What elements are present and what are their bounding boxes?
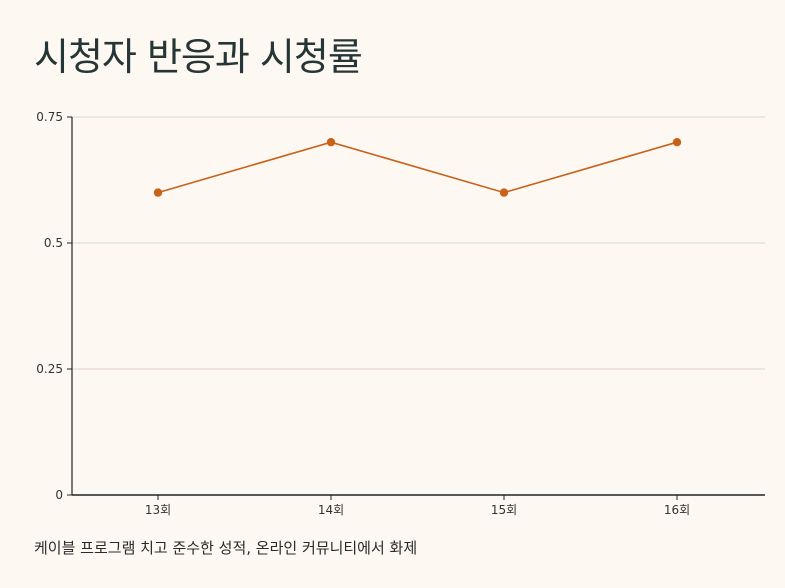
data-point[interactable] (153, 188, 163, 197)
y-tick-label: 0 (55, 488, 63, 502)
chart-title: 시청자 반응과 시청률 (34, 35, 363, 79)
data-point[interactable] (326, 138, 336, 147)
chart-caption: 케이블 프로그램 치고 준수한 성적, 온라인 커뮤니티에서 화제 (34, 539, 418, 557)
y-tick-label: 0.5 (44, 236, 63, 250)
x-tick-label: 13회 (145, 503, 171, 517)
x-tick-label: 16회 (664, 503, 690, 517)
y-tick-label: 0.75 (36, 110, 63, 124)
data-point[interactable] (672, 138, 682, 147)
series-group (153, 138, 682, 197)
y-axis: 0 0.25 0.5 0.75 (36, 110, 73, 502)
x-tick-label: 14회 (318, 503, 344, 517)
data-point[interactable] (499, 188, 509, 197)
series-line (157, 141, 678, 194)
x-tick-label: 15회 (491, 503, 517, 517)
x-axis: 13회 14회 15회 16회 (72, 494, 765, 517)
y-tick-label: 0.25 (36, 362, 63, 376)
gridlines (72, 116, 765, 370)
